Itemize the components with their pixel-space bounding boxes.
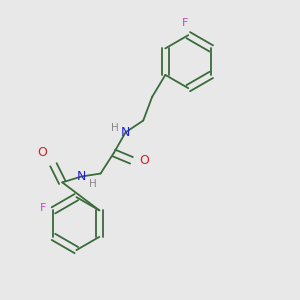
Text: H: H (111, 123, 119, 133)
Text: O: O (139, 154, 149, 167)
Text: O: O (38, 146, 48, 159)
Text: F: F (182, 18, 188, 28)
Text: H: H (89, 179, 97, 189)
Text: N: N (77, 170, 86, 183)
Text: F: F (40, 203, 46, 213)
Text: N: N (121, 126, 130, 139)
